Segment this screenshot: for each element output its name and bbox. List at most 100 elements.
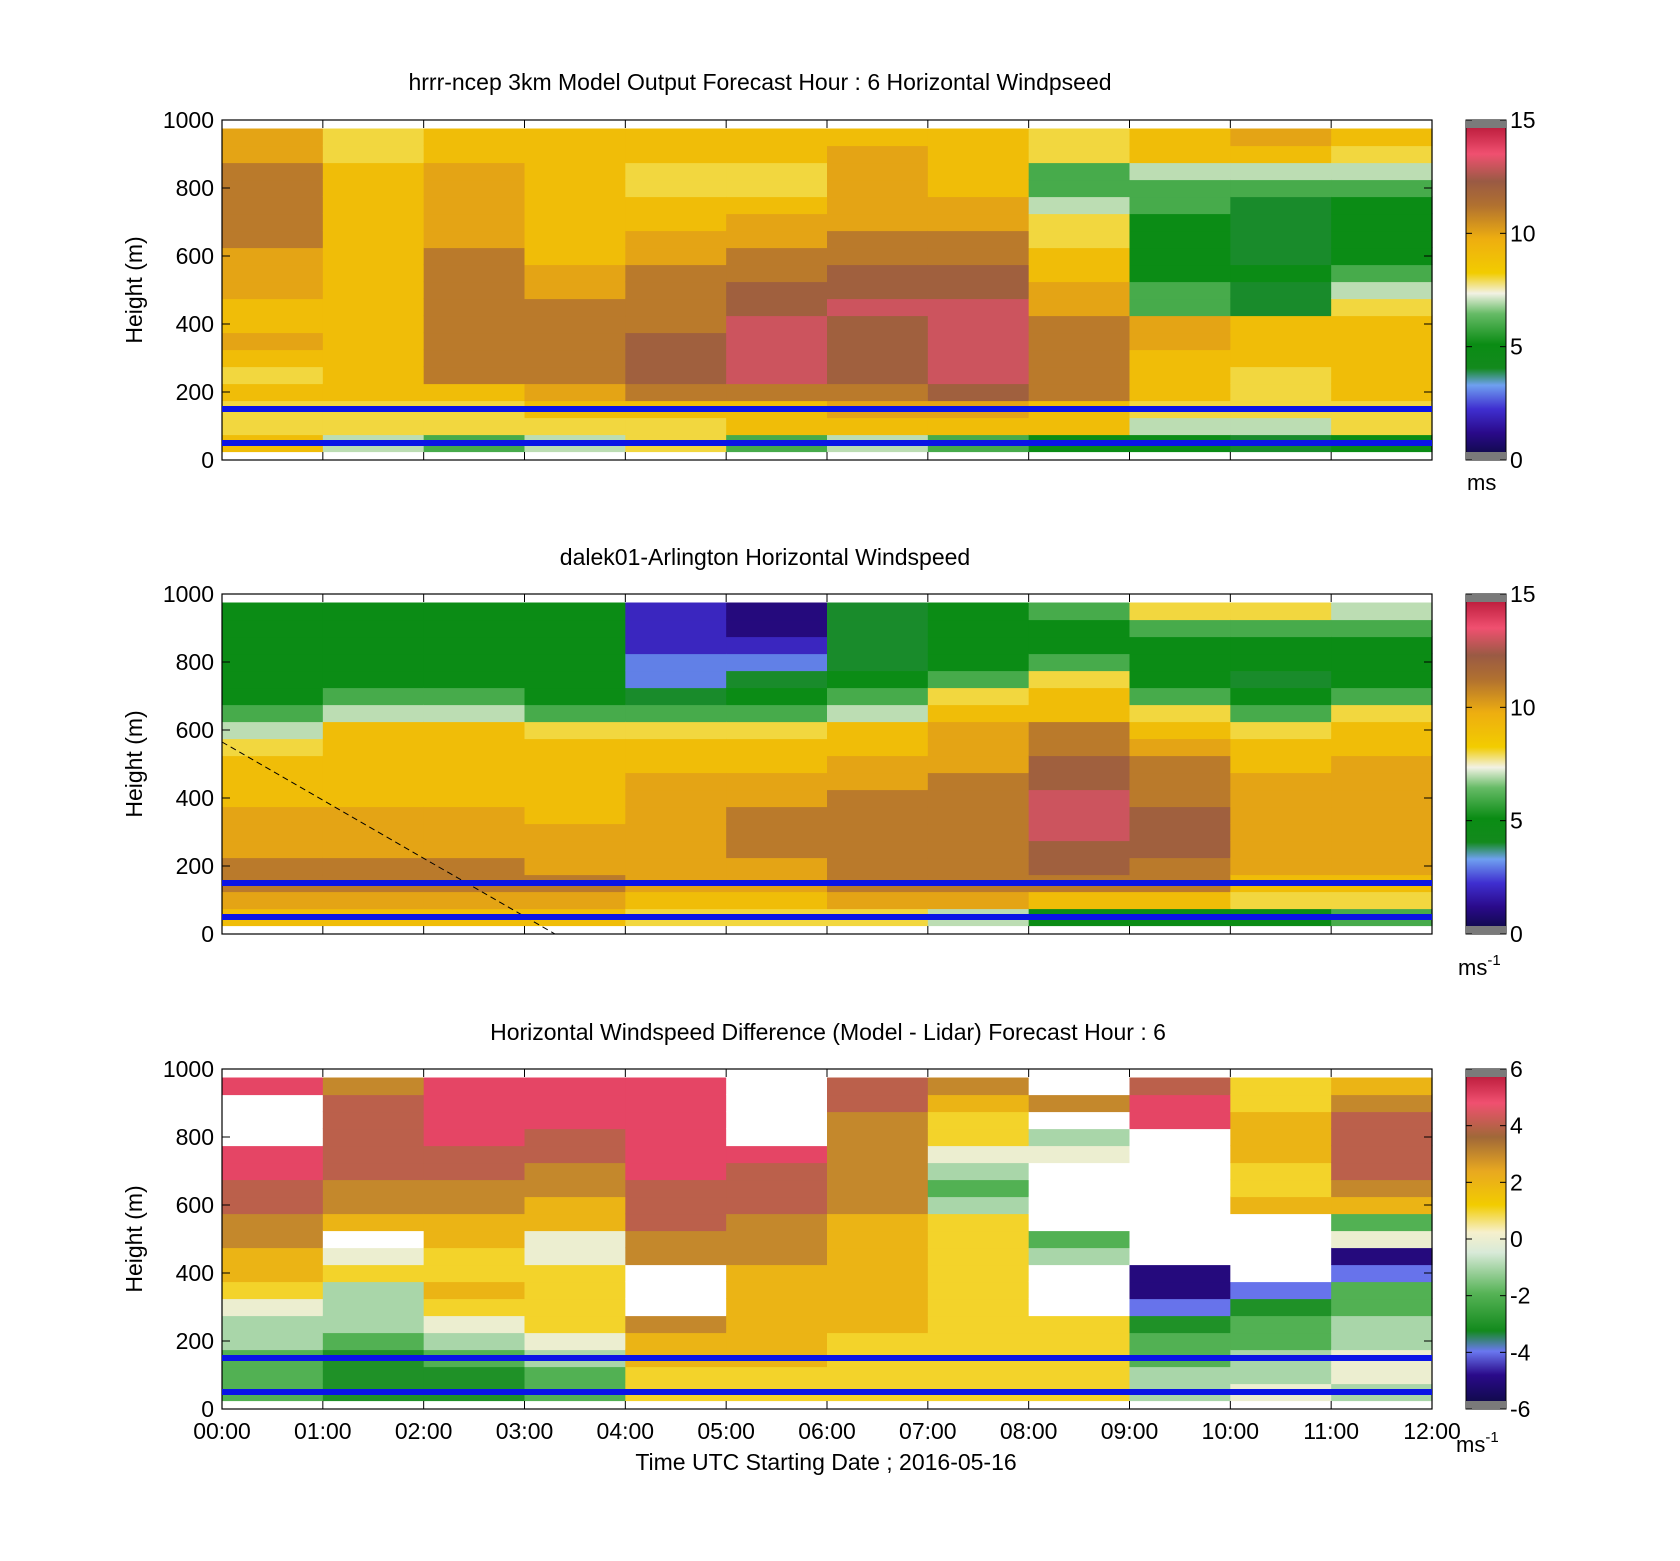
heatmap-cell (1028, 636, 1131, 655)
heatmap-cell (222, 1366, 324, 1385)
heatmap-cell (726, 1298, 828, 1317)
heatmap-cell (423, 417, 526, 436)
heatmap-cell (726, 1315, 828, 1334)
heatmap-cell (726, 1213, 828, 1232)
y-tick-label: 0 (201, 1396, 214, 1422)
heatmap-cell (423, 1213, 526, 1232)
reference-lines (222, 406, 1432, 446)
heatmap-cell (524, 1128, 626, 1147)
heatmap-cell (322, 1145, 425, 1164)
x-axis (221, 594, 1433, 934)
heatmap-cell (625, 857, 727, 876)
heatmap-cell (222, 738, 324, 757)
heatmap-cell (827, 1230, 929, 1249)
x-tick-label: 03:00 (496, 1418, 554, 1444)
heatmap-cell (1230, 823, 1332, 842)
heatmap-cell (1230, 1077, 1332, 1096)
heatmap-cell (222, 772, 324, 791)
heatmap-cell (423, 1315, 526, 1334)
heatmap-cell (1331, 738, 1433, 757)
heatmap-cell (827, 704, 929, 723)
heatmap-cell (222, 1111, 324, 1130)
reference-lines (222, 880, 1432, 920)
heatmap-cell (1230, 755, 1332, 774)
heatmap-cell (625, 891, 727, 910)
heatmap-cell (726, 1077, 828, 1096)
heatmap-cell (625, 1281, 727, 1300)
heatmap-cell (625, 738, 727, 757)
heatmap-cell (927, 1298, 1030, 1317)
heatmap-cell (423, 1281, 526, 1300)
heatmap-cell (927, 738, 1030, 757)
heatmap-cell (827, 1162, 929, 1181)
x-tick-label: 04:00 (597, 1418, 655, 1444)
heatmap-cell (222, 1264, 324, 1283)
heatmap-cell (524, 1145, 626, 1164)
panel-windspeed-difference: Horizontal Windspeed Difference (Model -… (121, 1019, 1531, 1475)
heatmap-cell (524, 1179, 626, 1198)
heatmap-cell (1230, 1128, 1332, 1147)
heatmap-cell (726, 1366, 828, 1385)
heatmap-cell (1129, 1230, 1231, 1249)
heatmap-cell (1028, 1366, 1131, 1385)
heatmap-cell (423, 145, 526, 164)
heatmap-cell (827, 891, 929, 910)
heatmap-cell (423, 281, 526, 300)
heatmap-cell (1028, 383, 1131, 402)
heatmap-cell (827, 772, 929, 791)
heatmap-cell (827, 636, 929, 655)
heatmap-cell (827, 1247, 929, 1266)
heatmap-cell (1129, 619, 1231, 638)
heatmap-cell (423, 738, 526, 757)
heatmap-cell (827, 1281, 929, 1300)
heatmap-cell (423, 602, 526, 621)
heatmap-cell (222, 687, 324, 706)
heatmap-cell (1230, 602, 1332, 621)
y-tick-label: 600 (176, 243, 214, 269)
x-tick-label: 01:00 (294, 1418, 352, 1444)
heatmap-cell (1129, 602, 1231, 621)
heatmap-cell (1331, 230, 1433, 249)
heatmap-cell (1230, 857, 1332, 876)
heatmap-cell (827, 823, 929, 842)
heatmap-cell (1028, 619, 1131, 638)
colorbar-unit: ms-1 (1456, 1429, 1499, 1457)
heatmap-cell (1230, 653, 1332, 672)
heatmap-cell (1230, 704, 1332, 723)
heatmap-cell (927, 602, 1030, 621)
heatmap-cell (524, 687, 626, 706)
heatmap-cell (1331, 162, 1433, 181)
heatmap-cell (423, 1247, 526, 1266)
heatmap-cell (625, 1111, 727, 1130)
heatmap-cell (423, 230, 526, 249)
heatmap-cell (1230, 1230, 1332, 1249)
colorbar-under-cap (1466, 926, 1506, 934)
heatmap-cell (524, 128, 626, 147)
heatmap-cell (1331, 1315, 1433, 1334)
heatmap-cell (524, 383, 626, 402)
heatmap-cell (1230, 247, 1332, 266)
heatmap-cell (524, 298, 626, 317)
heatmap-cell (726, 1145, 828, 1164)
colorbar-tick-label: 6 (1510, 1056, 1523, 1082)
heatmap-cell (927, 840, 1030, 859)
heatmap-cell (927, 1213, 1030, 1232)
heatmap-cell (1331, 1077, 1433, 1096)
heatmap-cell (524, 891, 626, 910)
heatmap-cell (625, 1315, 727, 1334)
y-tick-label: 1000 (163, 107, 214, 133)
heatmap-cell (423, 840, 526, 859)
colorbar-tick-label: 5 (1510, 808, 1523, 834)
chart-title: dalek01-Arlington Horizontal Windspeed (560, 544, 970, 570)
heatmap-cell (322, 1094, 425, 1113)
y-axis: 0 200 400 600 800 1000 (163, 107, 1432, 473)
heatmap-cell (726, 1128, 828, 1147)
heatmap-cell (1129, 721, 1231, 740)
heatmap-cell (1230, 1111, 1332, 1130)
heatmap-cell (1129, 1213, 1231, 1232)
heatmap-cell (1129, 653, 1231, 672)
heatmap-cell (322, 721, 425, 740)
colorbar (1465, 593, 1507, 935)
heatmap-cell (1129, 891, 1231, 910)
heatmap-cell (1230, 1247, 1332, 1266)
